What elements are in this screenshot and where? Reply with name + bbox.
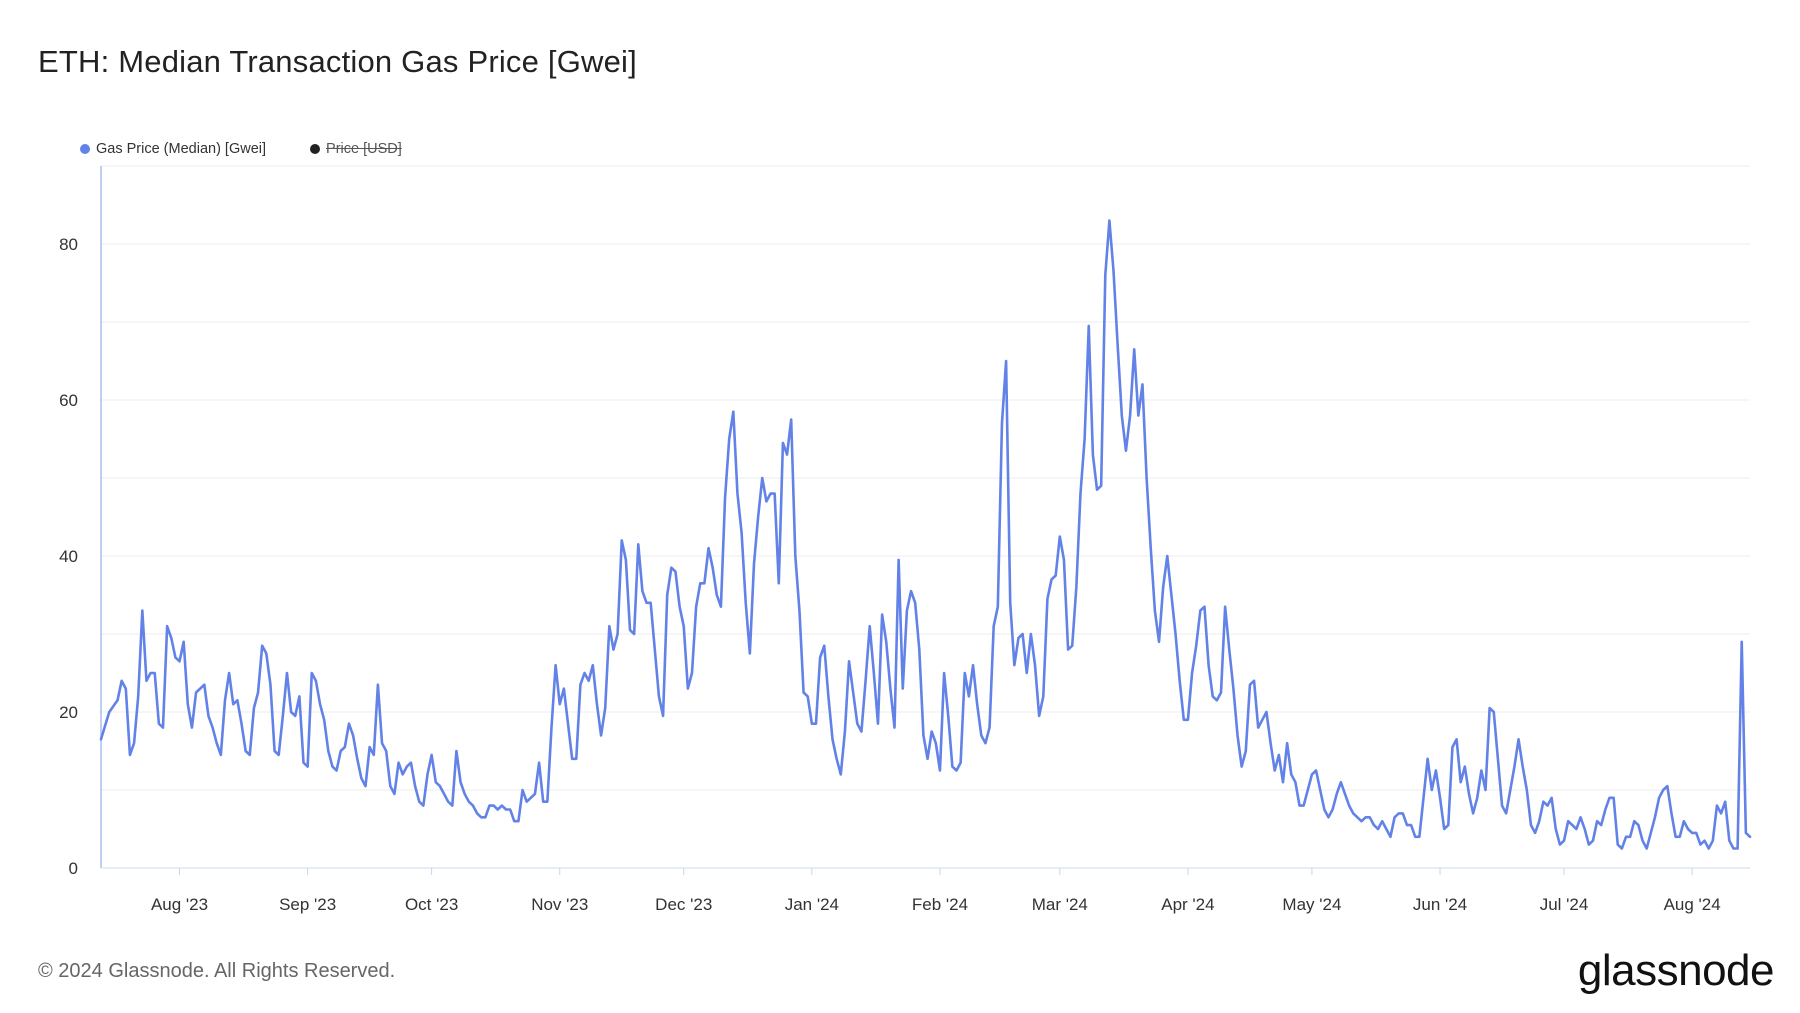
legend-label-gas-price: Gas Price (Median) [Gwei] [96,141,267,157]
x-tick-label: Aug '24 [1664,895,1721,914]
chart-title: ETH: Median Transaction Gas Price [Gwei] [38,44,637,79]
x-tick-label: Oct '23 [405,895,458,914]
x-tick-label: Jul '24 [1540,895,1589,914]
y-tick-label: 40 [59,547,78,566]
chart-area[interactable]: 0 20 40 60 80 Aug '23 Sep '23 Oct '23 Nov '23 Dec… [0,0,1800,940]
glassnode-logo: glassnode [1577,946,1775,995]
x-tick-label: Apr '24 [1161,895,1214,914]
x-tick-label: Feb '24 [912,895,968,914]
y-tick-label: 0 [69,859,78,878]
x-tick-label: Jan '24 [785,895,839,914]
x-tick-label: Nov '23 [531,895,588,914]
legend-item-gas-price[interactable]: Gas Price (Median) [Gwei] [80,141,266,157]
x-tick-label: Mar '24 [1032,895,1088,914]
legend-dot-price-usd [310,144,321,154]
y-tick-label: 60 [59,391,78,410]
copyright-text: © 2024 Glassnode. All Rights Reserved. [38,960,396,982]
y-tick-label: 80 [59,235,78,254]
x-tick-label: Aug '23 [151,895,208,914]
x-tick-label: Dec '23 [655,895,712,914]
legend: Gas Price (Median) [Gwei] Price [USD] [80,141,402,157]
series-line-gas-price [99,219,1752,850]
legend-label-price-usd: Price [USD] [326,141,402,157]
legend-dot-gas-price [80,144,90,154]
y-tick-label: 20 [59,703,78,722]
legend-item-price-usd[interactable]: Price [USD] [310,141,402,157]
x-tick-label: May '24 [1282,895,1341,914]
x-tick-label: Jun '24 [1413,895,1467,914]
x-tick-label: Sep '23 [279,895,336,914]
